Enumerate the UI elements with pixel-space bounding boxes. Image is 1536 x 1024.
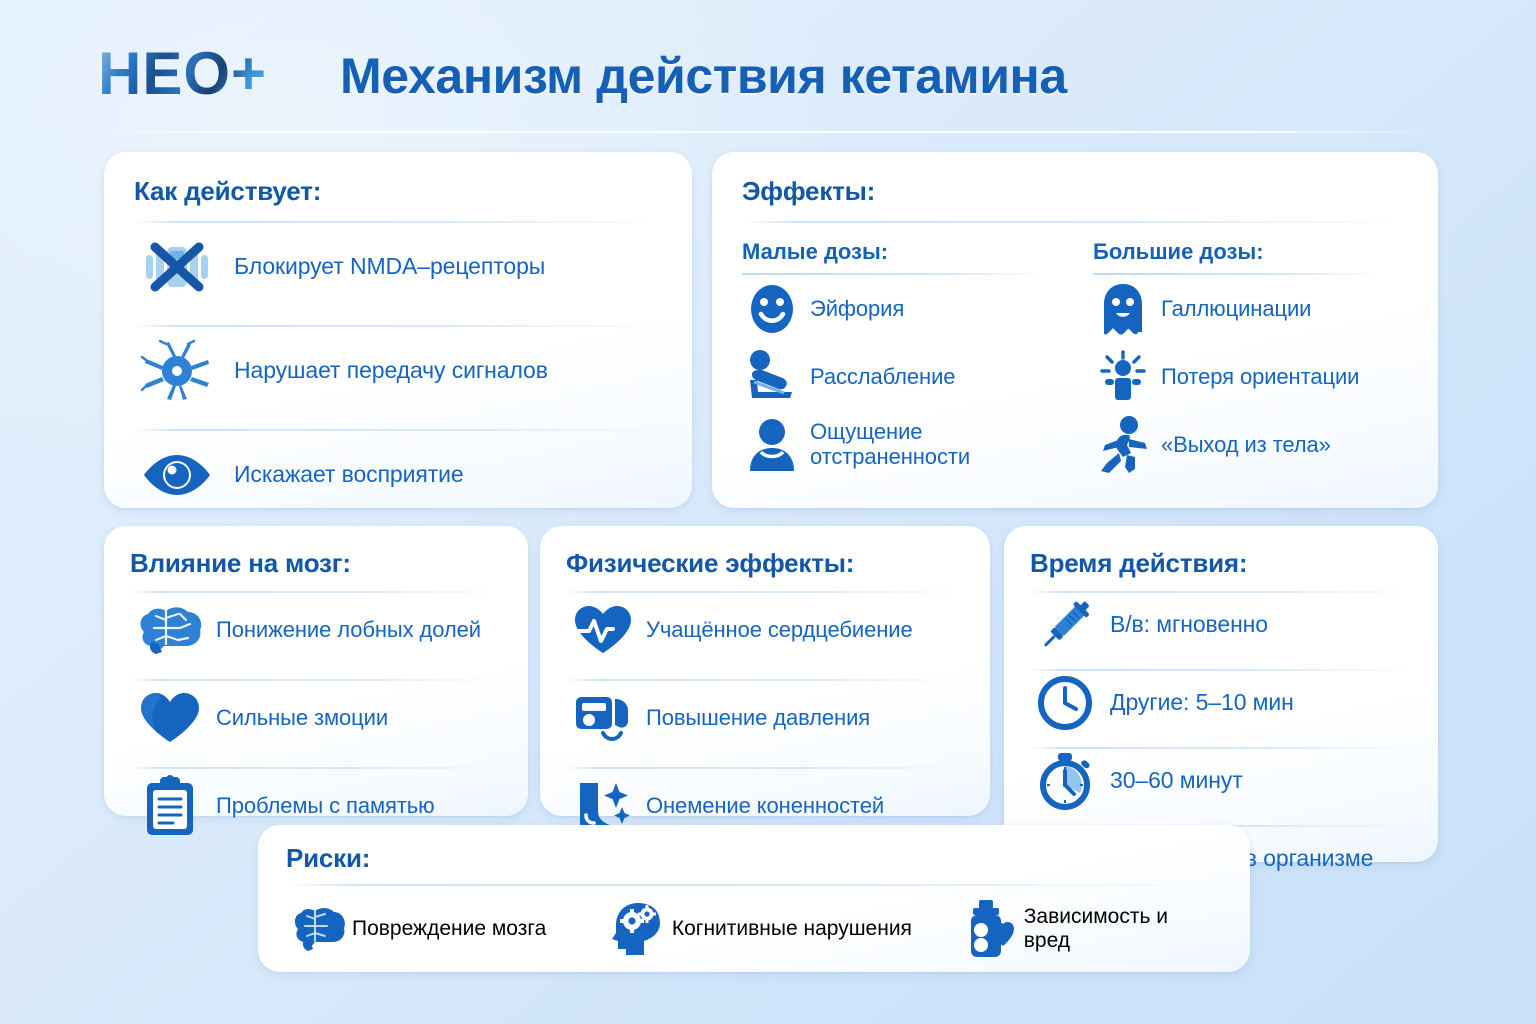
list-item-label: «Выход из тела»	[1161, 431, 1331, 457]
list-item-label: Расслабление	[810, 363, 956, 389]
neuron-icon	[134, 339, 220, 403]
boot-numbness-icon	[566, 777, 640, 835]
divider	[130, 591, 502, 593]
list-item-label: В/в: мгновенно	[1110, 611, 1268, 638]
heart-icon	[130, 690, 210, 746]
pill-bottle-icon	[958, 900, 1020, 958]
list-item: Потеря ориентации	[1093, 343, 1408, 411]
list-item: Искажает восприятие	[134, 431, 662, 519]
list-item-label: Онемение коненностей	[646, 792, 885, 818]
divider	[286, 884, 1220, 886]
list-item: Ощущение отстраненности	[742, 411, 1075, 479]
list-item-label: Эйфория	[810, 295, 905, 321]
divider	[566, 767, 964, 769]
list-item-label: Зависимость и вред	[1023, 905, 1168, 952]
floating-person-icon	[1093, 415, 1153, 475]
divider	[130, 679, 502, 681]
card-title-how: Как действует:	[134, 176, 322, 206]
card-physical-effects: Физические эффекты: Учащённое сердцебиен…	[540, 526, 990, 831]
list-item-label: Сильные змоции	[216, 704, 389, 730]
list-item-label: Потеря ориентации	[1161, 363, 1360, 389]
damaged-brain-icon	[286, 903, 348, 955]
nmda-receptor-blocked-icon	[134, 237, 220, 297]
person-silhouette-icon	[742, 417, 802, 473]
stopwatch-icon	[1030, 751, 1100, 811]
list-item: «Выход из тела»	[1093, 411, 1408, 479]
list-item-label: Другие: 5–10 мин	[1110, 689, 1294, 716]
divider	[742, 273, 1042, 275]
divider	[134, 221, 662, 223]
list-item: Блокирует NMDA–рецепторы	[134, 223, 662, 311]
eye-icon	[134, 451, 220, 499]
blood-pressure-monitor-icon	[566, 689, 640, 747]
list-item-label: Повышение давления	[646, 704, 871, 730]
heartbeat-icon	[566, 603, 640, 657]
divider	[130, 767, 502, 769]
card-duration: Время действия: В/в: мгновенно	[1004, 526, 1438, 883]
list-item: В/в: мгновенно	[1030, 593, 1412, 657]
effects-column-low-doses: Малые дозы: Эйфория	[742, 239, 1075, 479]
list-item: Учащённое сердцебиение	[566, 593, 964, 667]
list-item-label: 30–60 минут	[1110, 767, 1243, 794]
list-item-label: Нарушает передачу сигналов	[234, 357, 548, 384]
effects-column-high-doses: Большие дозы: Галлюцинации	[1075, 239, 1408, 479]
list-item-label: Учащённое сердцебиение	[646, 616, 913, 642]
list-item: Нарушает передачу сигналов	[134, 327, 662, 415]
list-item-label: Искажает восприятие	[234, 461, 464, 488]
brand-logo: НЕО+	[98, 40, 268, 107]
divider	[134, 325, 662, 327]
card-title-physical: Физические эффекты:	[566, 548, 855, 578]
list-item: Зависимость и вред	[958, 900, 1220, 958]
list-item-label: Проблемы с памятью	[216, 792, 435, 818]
card-title-risks: Риски:	[286, 843, 371, 873]
list-item-label: Повреждение мозга	[352, 917, 547, 940]
head-gears-icon	[606, 901, 668, 957]
person-reclining-icon	[742, 348, 802, 406]
list-item: Эйфория	[742, 275, 1075, 343]
list-item: Онемение коненностей	[566, 769, 964, 843]
divider	[1030, 591, 1412, 593]
confused-person-icon	[1093, 350, 1153, 404]
card-title-effects: Эффекты:	[742, 176, 876, 206]
smiley-face-icon	[742, 283, 802, 335]
divider	[742, 221, 1408, 223]
list-item: Повреждение мозга	[286, 903, 606, 955]
list-item: Проблемы с памятью	[130, 769, 502, 843]
card-brain-impact: Влияние на мозг: Понижение лобных долей	[104, 526, 528, 835]
divider	[566, 591, 964, 593]
divider	[1030, 669, 1412, 671]
list-item: Расслабление	[742, 343, 1075, 411]
list-item: Сильные змоции	[130, 681, 502, 755]
list-item: 30–60 минут	[1030, 749, 1412, 813]
list-item-label: Ощущение отстраненности	[810, 419, 971, 469]
list-item: Когнитивные нарушения	[606, 901, 958, 957]
clipboard-icon	[130, 775, 210, 837]
card-risks: Риски: Повреждение мозга	[258, 825, 1250, 972]
list-item: Понижение лобных долей	[130, 593, 502, 667]
list-item-label: Блокирует NMDA–рецепторы	[234, 253, 546, 280]
header-divider	[96, 131, 1441, 133]
list-item-label: Понижение лобных долей	[216, 616, 481, 642]
clock-icon	[1030, 675, 1100, 731]
card-how-it-works: Как действует: Блокирует NMDA–рецепторы	[104, 152, 692, 508]
ghost-icon	[1093, 282, 1153, 336]
column-title-low-doses: Малые дозы:	[742, 239, 889, 264]
list-item-label: Галлюцинации	[1161, 295, 1312, 321]
page-header: НЕО+ Механизм действия кетамина	[0, 0, 1536, 140]
brain-icon	[130, 602, 210, 658]
syringe-icon	[1030, 594, 1100, 656]
list-item: Галлюцинации	[1093, 275, 1408, 343]
card-title-time: Время действия:	[1030, 548, 1248, 578]
list-item: Повышение давления	[566, 681, 964, 755]
column-title-high-doses: Большие дозы:	[1093, 239, 1264, 264]
page-title: Механизм действия кетамина	[340, 48, 1067, 104]
divider	[134, 429, 662, 431]
card-title-brain: Влияние на мозг:	[130, 548, 351, 578]
list-item-label: Когнитивные нарушения	[671, 917, 912, 940]
card-effects: Эффекты: Малые дозы: Эйфория	[712, 152, 1438, 508]
divider	[1030, 747, 1412, 749]
list-item: Другие: 5–10 мин	[1030, 671, 1412, 735]
divider	[566, 679, 964, 681]
divider	[1093, 273, 1377, 275]
